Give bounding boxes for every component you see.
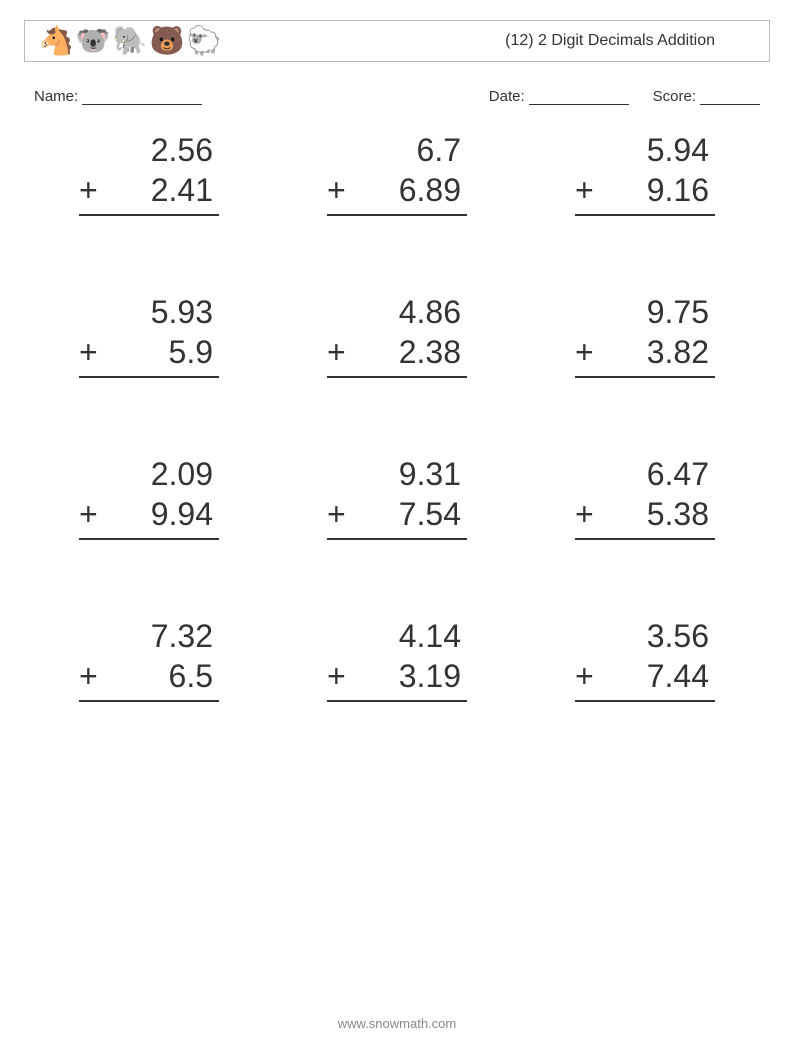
animal-icons: 🐴 🐨 🐘 🐻 🐑 xyxy=(39,27,221,55)
problem-7: 2.09 +9.94 xyxy=(79,454,219,540)
name-blank[interactable] xyxy=(82,90,202,105)
info-row: Name: Date: Score: xyxy=(34,88,760,105)
operand-a: 2.56 xyxy=(79,130,213,170)
operand-b: 3.19 xyxy=(349,656,461,696)
operand-b: 5.38 xyxy=(597,494,709,534)
operand-a: 5.94 xyxy=(575,130,709,170)
operand-b: 6.89 xyxy=(349,170,461,210)
operator: + xyxy=(79,332,101,372)
operand-b: 9.16 xyxy=(597,170,709,210)
operator: + xyxy=(327,332,349,372)
operand-b: 7.54 xyxy=(349,494,461,534)
name-label: Name: xyxy=(34,88,78,105)
worksheet-header: 🐴 🐨 🐘 🐻 🐑 (12) 2 Digit Decimals Addition xyxy=(24,20,770,62)
operand-b: 7.44 xyxy=(597,656,709,696)
operator: + xyxy=(575,332,597,372)
problem-2: 6.7 +6.89 xyxy=(327,130,467,216)
operand-a: 9.31 xyxy=(327,454,461,494)
problem-8: 9.31 +7.54 xyxy=(327,454,467,540)
operator: + xyxy=(575,494,597,534)
horse-icon: 🐴 xyxy=(39,27,74,55)
operand-b: 2.41 xyxy=(101,170,213,210)
operand-a: 7.32 xyxy=(79,616,213,656)
footer-url: www.snowmath.com xyxy=(0,1016,794,1031)
operand-b: 5.9 xyxy=(101,332,213,372)
bear-icon: 🐻 xyxy=(150,27,185,55)
operand-b: 2.38 xyxy=(349,332,461,372)
problem-3: 5.94 +9.16 xyxy=(575,130,715,216)
operand-a: 3.56 xyxy=(575,616,709,656)
worksheet-title: (12) 2 Digit Decimals Addition xyxy=(505,32,755,50)
operator: + xyxy=(79,170,101,210)
operator: + xyxy=(79,656,101,696)
problems-grid: 2.56 +2.41 6.7 +6.89 5.94 +9.16 5.93 +5.… xyxy=(60,130,734,702)
date-score-group: Date: Score: xyxy=(489,88,760,105)
problem-6: 9.75 +3.82 xyxy=(575,292,715,378)
operand-b: 6.5 xyxy=(101,656,213,696)
sheep-icon: 🐑 xyxy=(187,27,222,55)
score-label: Score: xyxy=(653,88,696,105)
operand-a: 4.86 xyxy=(327,292,461,332)
problem-12: 3.56 +7.44 xyxy=(575,616,715,702)
date-label: Date: xyxy=(489,88,525,105)
operator: + xyxy=(327,656,349,696)
problem-5: 4.86 +2.38 xyxy=(327,292,467,378)
problem-1: 2.56 +2.41 xyxy=(79,130,219,216)
operand-a: 2.09 xyxy=(79,454,213,494)
problem-10: 7.32 +6.5 xyxy=(79,616,219,702)
date-blank[interactable] xyxy=(529,90,629,105)
problem-9: 6.47 +5.38 xyxy=(575,454,715,540)
operand-a: 5.93 xyxy=(79,292,213,332)
operand-a: 6.7 xyxy=(327,130,461,170)
elephant-icon: 🐘 xyxy=(113,27,148,55)
operand-a: 4.14 xyxy=(327,616,461,656)
operand-a: 6.47 xyxy=(575,454,709,494)
problem-11: 4.14 +3.19 xyxy=(327,616,467,702)
operator: + xyxy=(575,656,597,696)
operator: + xyxy=(79,494,101,534)
operator: + xyxy=(575,170,597,210)
operator: + xyxy=(327,170,349,210)
koala-icon: 🐨 xyxy=(76,27,111,55)
operand-a: 9.75 xyxy=(575,292,709,332)
name-field: Name: xyxy=(34,88,202,105)
score-blank[interactable] xyxy=(700,90,760,105)
operand-b: 9.94 xyxy=(101,494,213,534)
operator: + xyxy=(327,494,349,534)
operand-b: 3.82 xyxy=(597,332,709,372)
problem-4: 5.93 +5.9 xyxy=(79,292,219,378)
